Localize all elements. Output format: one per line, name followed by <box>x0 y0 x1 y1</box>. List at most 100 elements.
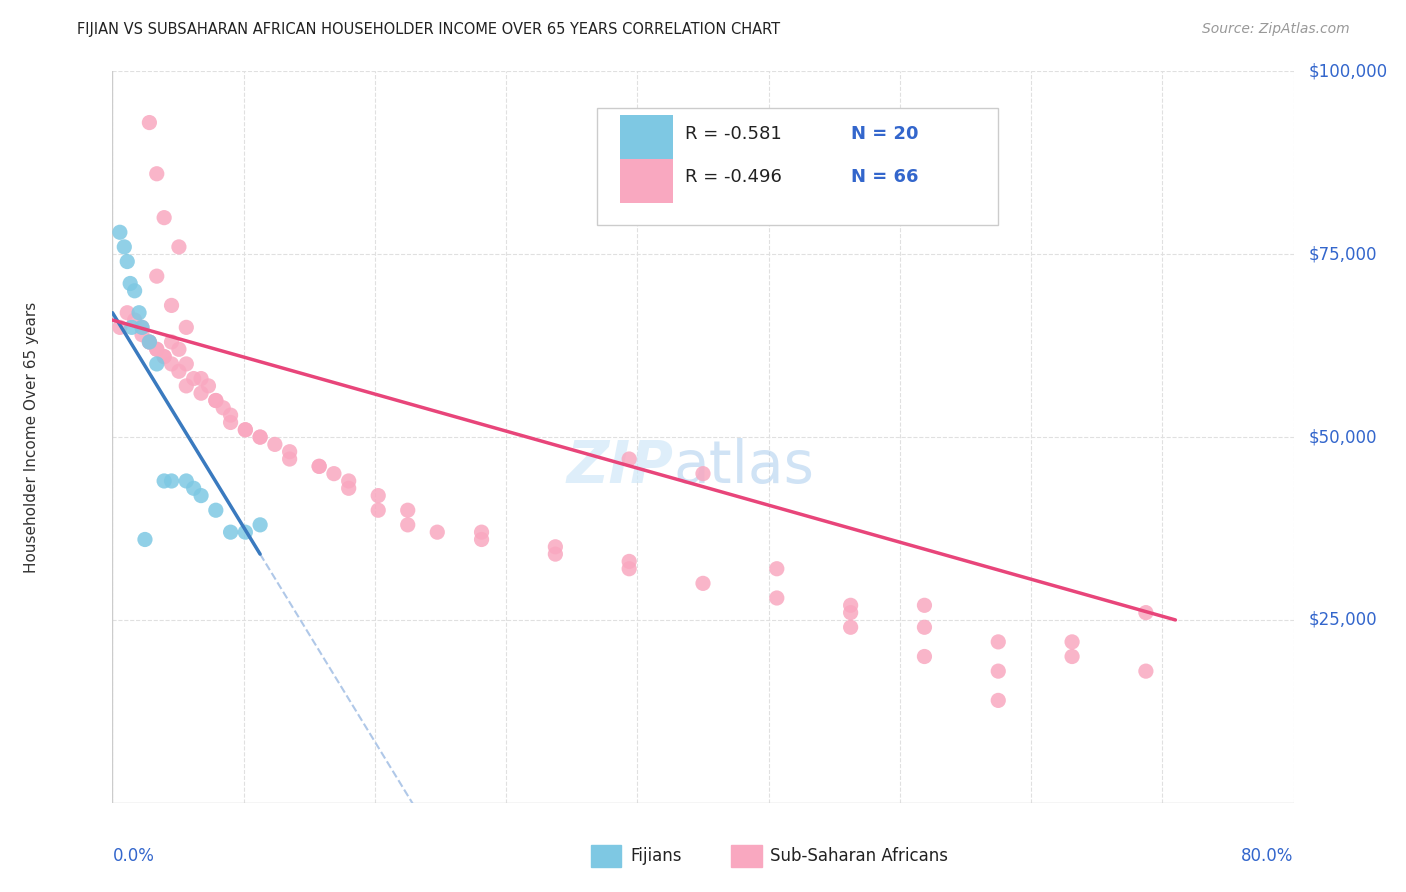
Point <box>426 525 449 540</box>
Point <box>619 452 641 467</box>
Text: R = -0.496: R = -0.496 <box>685 169 782 186</box>
Text: FIJIAN VS SUBSAHARAN AFRICAN HOUSEHOLDER INCOME OVER 65 YEARS CORRELATION CHART: FIJIAN VS SUBSAHARAN AFRICAN HOUSEHOLDER… <box>77 22 780 37</box>
Point <box>264 437 287 451</box>
Point <box>914 620 936 634</box>
Point <box>692 467 714 481</box>
Text: Fijians: Fijians <box>630 847 682 865</box>
Text: R = -0.581: R = -0.581 <box>685 125 782 143</box>
Point <box>212 401 235 415</box>
Point <box>308 459 330 474</box>
Point <box>146 357 169 371</box>
Point <box>190 489 212 503</box>
Point <box>131 320 153 334</box>
Point <box>914 599 936 613</box>
Bar <box>591 845 621 867</box>
Point <box>219 525 242 540</box>
Point <box>249 430 271 444</box>
Point <box>987 664 1010 678</box>
Point <box>174 379 197 393</box>
Point <box>160 357 183 371</box>
Point <box>692 576 714 591</box>
Point <box>108 225 131 239</box>
Point <box>205 393 228 408</box>
Point <box>134 533 156 547</box>
Point <box>138 334 160 349</box>
Point <box>839 599 862 613</box>
Point <box>124 313 146 327</box>
Point <box>249 430 271 444</box>
FancyBboxPatch shape <box>620 115 673 159</box>
Point <box>337 474 360 488</box>
Point <box>544 547 567 561</box>
Point <box>987 693 1010 707</box>
Point <box>167 364 190 378</box>
Point <box>219 408 242 422</box>
Point <box>205 393 228 408</box>
Point <box>131 320 153 334</box>
Point <box>112 240 135 254</box>
Point <box>308 459 330 474</box>
Point <box>183 371 205 385</box>
Point <box>396 503 419 517</box>
Point <box>160 298 183 312</box>
Point <box>153 350 176 364</box>
Point <box>205 503 228 517</box>
Point <box>1135 664 1157 678</box>
Point <box>124 284 146 298</box>
Point <box>1062 635 1084 649</box>
Point <box>190 371 212 385</box>
Point <box>174 474 197 488</box>
Point <box>138 115 160 129</box>
Point <box>174 320 197 334</box>
Point <box>337 481 360 495</box>
Point <box>153 211 176 225</box>
Point <box>121 320 143 334</box>
FancyBboxPatch shape <box>620 159 673 203</box>
Point <box>219 416 242 430</box>
Point <box>278 452 301 467</box>
Point <box>146 343 169 357</box>
Text: N = 66: N = 66 <box>851 169 918 186</box>
Point <box>117 306 138 320</box>
Text: $25,000: $25,000 <box>1308 611 1376 629</box>
Point <box>367 503 389 517</box>
Point <box>987 635 1010 649</box>
Text: ZIP: ZIP <box>567 438 673 495</box>
Point <box>278 444 301 458</box>
Point <box>323 467 346 481</box>
Point <box>470 525 494 540</box>
Point <box>914 649 936 664</box>
Text: N = 20: N = 20 <box>851 125 918 143</box>
Point <box>183 481 205 495</box>
Text: $50,000: $50,000 <box>1308 428 1376 446</box>
Point <box>153 350 176 364</box>
Point <box>174 357 197 371</box>
Point <box>108 320 131 334</box>
Point <box>839 620 862 634</box>
Point <box>146 343 169 357</box>
Text: 80.0%: 80.0% <box>1241 847 1294 864</box>
Point <box>1135 606 1157 620</box>
Point <box>233 423 256 437</box>
Point <box>160 334 183 349</box>
Point <box>167 343 190 357</box>
Point <box>839 606 862 620</box>
Point <box>131 327 153 342</box>
Point <box>233 525 256 540</box>
Point <box>146 167 169 181</box>
Text: $75,000: $75,000 <box>1308 245 1376 263</box>
FancyBboxPatch shape <box>596 108 998 225</box>
Text: $100,000: $100,000 <box>1308 62 1388 80</box>
Point <box>470 533 494 547</box>
Point <box>619 562 641 576</box>
Bar <box>731 845 762 867</box>
Text: 0.0%: 0.0% <box>112 847 155 864</box>
Point <box>544 540 567 554</box>
Text: atlas: atlas <box>673 438 814 495</box>
Point <box>146 269 169 284</box>
Point <box>153 474 176 488</box>
Point <box>138 334 160 349</box>
Point <box>766 562 789 576</box>
Point <box>1062 649 1084 664</box>
Point <box>138 334 160 349</box>
